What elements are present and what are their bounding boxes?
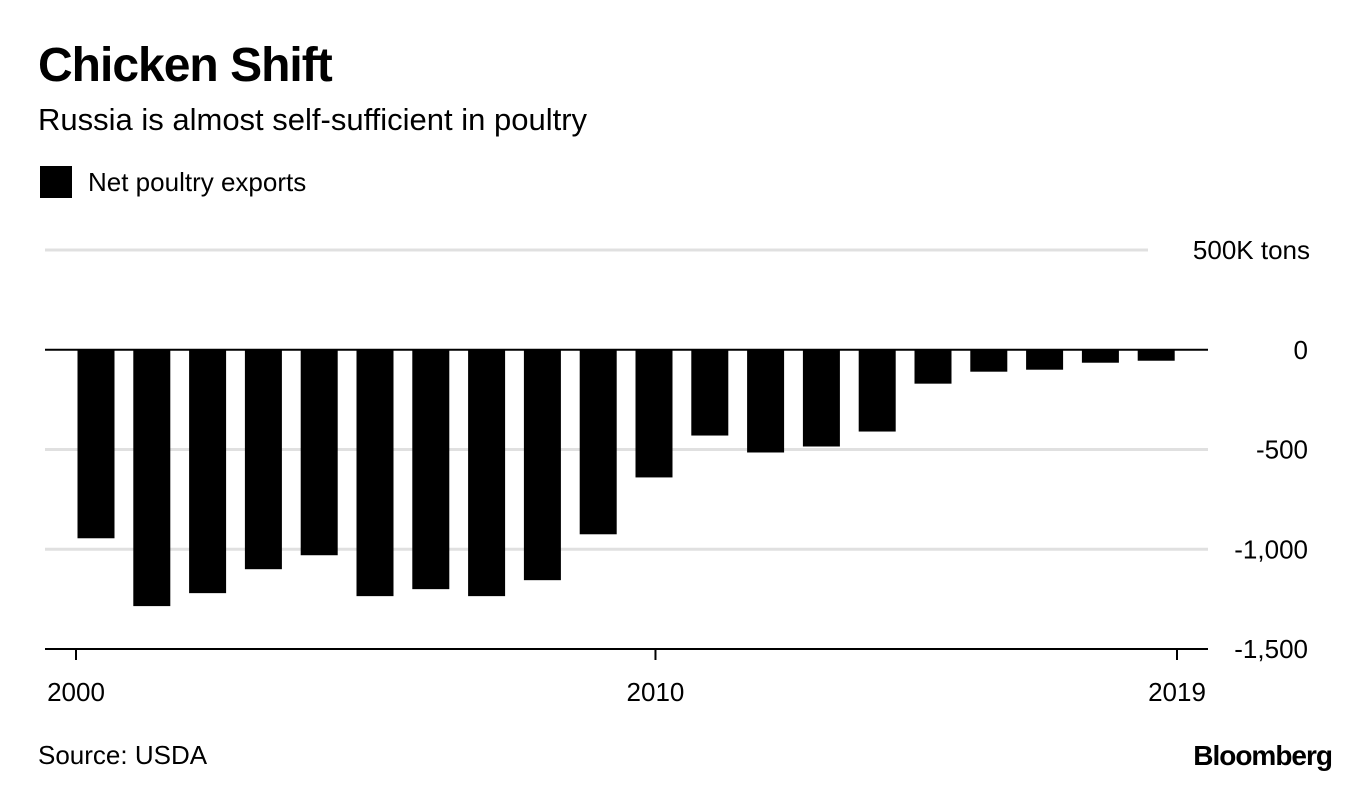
bar-2002 — [189, 349, 227, 594]
bar-2003 — [244, 349, 282, 570]
bar-2006 — [412, 349, 450, 590]
y-tick-label: -1,000 — [1234, 534, 1308, 564]
bar-2019 — [1137, 349, 1175, 361]
bar-2016 — [970, 349, 1008, 372]
bar-2005 — [356, 349, 394, 597]
chart-title: Chicken Shift — [38, 39, 333, 92]
axis-labels: 500K tons 0 -500 -1,000 -1,500 2000 2010 2019 — [47, 235, 1310, 707]
legend-label: Net poultry exports — [88, 166, 307, 197]
source-note: Source: USDA — [38, 740, 208, 770]
chart-subtitle: Russia is almost self-sufficient in poul… — [38, 102, 588, 137]
bar-2000 — [77, 349, 115, 539]
bar-2004 — [300, 349, 338, 556]
bars — [77, 349, 1175, 607]
bar-2009 — [579, 349, 617, 535]
legend: Net poultry exports — [40, 166, 306, 198]
x-tick-label: 2010 — [627, 677, 685, 707]
legend-swatch — [40, 166, 72, 198]
bar-2013 — [802, 349, 840, 447]
bar-2018 — [1081, 349, 1119, 363]
y-tick-label: -1,500 — [1234, 634, 1308, 664]
bar-2012 — [747, 349, 785, 453]
bar-2001 — [133, 349, 171, 607]
bar-2014 — [858, 349, 896, 432]
axes — [45, 348, 1208, 660]
bar-2017 — [1026, 349, 1064, 370]
bar-2015 — [914, 349, 952, 384]
y-tick-label: 500K tons — [1193, 235, 1310, 265]
y-tick-label: -500 — [1256, 435, 1308, 465]
bar-2008 — [523, 349, 561, 581]
brand-logo: Bloomberg — [1193, 740, 1333, 771]
bar-2007 — [468, 349, 506, 597]
bar-2011 — [691, 349, 729, 436]
bar-2010 — [635, 349, 673, 478]
x-tick-label: 2019 — [1148, 677, 1206, 707]
x-tick-label: 2000 — [47, 677, 105, 707]
y-tick-label: 0 — [1294, 335, 1308, 365]
grid-lines — [45, 248, 1208, 551]
